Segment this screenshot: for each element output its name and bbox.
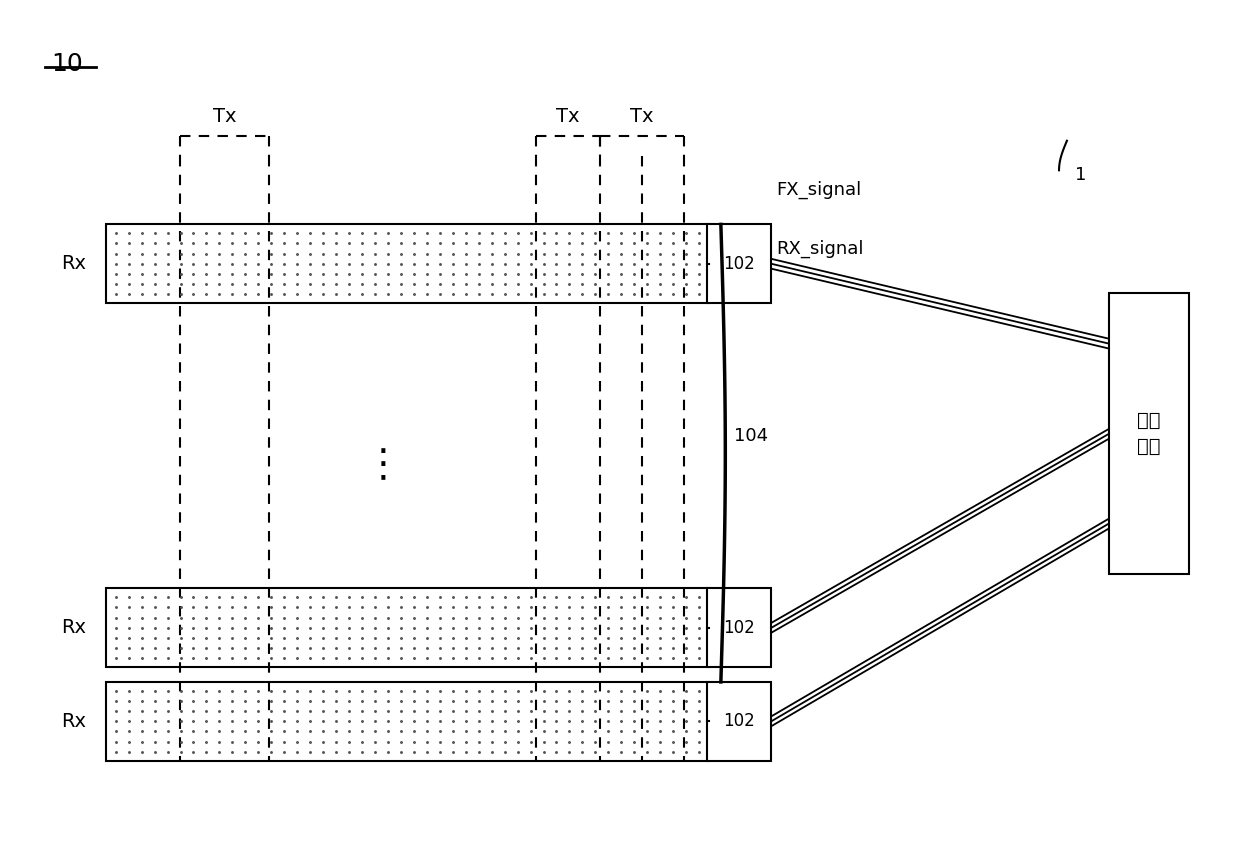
Text: Tx: Tx [213, 107, 237, 126]
Bar [1110, 294, 1189, 573]
Text: 102: 102 [723, 619, 755, 637]
Text: 1: 1 [1075, 166, 1086, 184]
Bar [105, 224, 709, 303]
Text: 102: 102 [723, 713, 755, 730]
Text: Tx: Tx [630, 107, 653, 126]
Bar [105, 589, 709, 667]
Bar [707, 224, 771, 303]
Bar [105, 682, 709, 760]
Bar [707, 682, 771, 760]
Text: 102: 102 [723, 255, 755, 273]
Text: RX_signal: RX_signal [776, 240, 864, 258]
Text: 10: 10 [51, 52, 83, 76]
Text: Rx: Rx [61, 618, 86, 637]
Text: 处理
电路: 处理 电路 [1137, 410, 1161, 456]
Text: Tx: Tx [556, 107, 579, 126]
Text: FX_signal: FX_signal [776, 181, 862, 199]
Text: 104: 104 [734, 427, 768, 445]
Text: Rx: Rx [61, 255, 86, 274]
Text: ⋮: ⋮ [363, 447, 402, 484]
Bar [707, 589, 771, 667]
Text: Rx: Rx [61, 712, 86, 731]
